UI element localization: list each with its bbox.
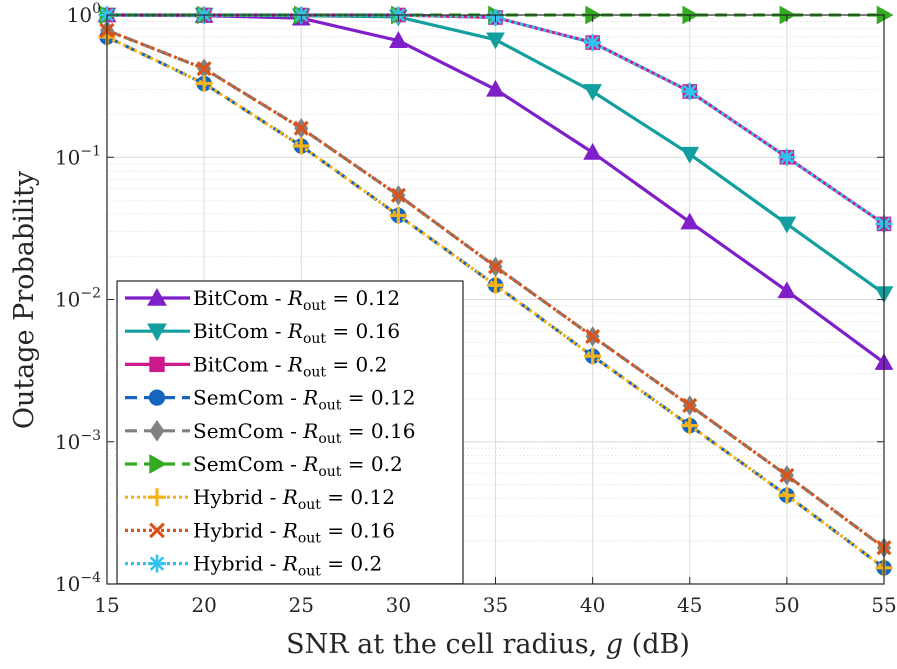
x-tick-label: 25: [289, 593, 314, 617]
y-axis-label: Outage Probability: [9, 170, 40, 429]
x-tick-label: 45: [677, 593, 702, 617]
legend-label: BitCom - Rout = 0.2: [193, 352, 387, 380]
legend-label: Hybrid - Rout = 0.12: [193, 485, 395, 513]
legend-label: Hybrid - Rout = 0.16: [193, 518, 395, 546]
legend-label: BitCom - Rout = 0.16: [193, 319, 400, 347]
data-point: [778, 486, 796, 504]
axes: 15 20 25 30 35 40 45 50 55 10−4 10−3 10−2 10−1 100: [55, 1, 897, 617]
data-point: [777, 281, 797, 299]
data-point: [681, 417, 699, 435]
y-tick-label: 10−2: [55, 286, 101, 312]
legend-marker: [148, 488, 166, 507]
legend-entry: SemCom - Rout = 0.2: [125, 452, 403, 480]
x-tick-label: 40: [580, 593, 605, 617]
legend-label: SemCom - Rout = 0.2: [193, 452, 403, 480]
legend-label: SemCom - Rout = 0.16: [193, 419, 415, 447]
legend-entry: Hybrid - Rout = 0.2: [125, 552, 382, 580]
legend-marker: [149, 356, 165, 373]
data-point: [487, 276, 504, 294]
data-point: [390, 187, 406, 203]
x-tick-label: 15: [94, 593, 119, 617]
legend-label: BitCom - Rout = 0.12: [193, 286, 400, 314]
data-point: [196, 61, 212, 77]
legend-marker: [147, 287, 167, 306]
legend-entry: SemCom - Rout = 0.12: [125, 386, 415, 414]
y-tick-label: 10−1: [55, 143, 101, 169]
x-tick-label: 20: [191, 593, 216, 617]
legend-marker: [149, 522, 165, 539]
data-point: [680, 146, 700, 164]
data-point: [680, 212, 700, 230]
legend-marker: [148, 554, 166, 573]
legend-entry: SemCom - Rout = 0.16: [125, 419, 415, 447]
y-tick-label: 10−3: [55, 428, 101, 454]
x-tick-label: 30: [386, 593, 411, 617]
data-point: [389, 206, 407, 224]
data-point: [584, 34, 602, 52]
data-point: [778, 148, 796, 166]
legend-label: SemCom - Rout = 0.12: [193, 386, 415, 414]
legend: BitCom - Rout = 0.12 BitCom - Rout = 0.16…: [116, 280, 464, 585]
legend-entry: BitCom - Rout = 0.2: [125, 352, 387, 380]
legend-marker: [147, 323, 167, 342]
legend-entry: Hybrid - Rout = 0.12: [125, 485, 395, 513]
y-tick-label: 100: [67, 1, 101, 27]
data-point: [292, 137, 310, 155]
data-point: [195, 74, 213, 92]
data-point: [584, 347, 602, 365]
legend-marker: [149, 454, 168, 474]
data-point: [777, 216, 797, 234]
legend-marker: [148, 389, 166, 406]
data-point: [681, 82, 699, 100]
legend-label: Hybrid - Rout = 0.2: [193, 552, 382, 580]
data-point: [585, 328, 601, 344]
legend-marker: [149, 420, 165, 442]
data-point: [583, 142, 602, 160]
data-point: [487, 259, 504, 275]
x-tick-label: 50: [774, 593, 799, 617]
data-point: [583, 84, 602, 102]
data-point: [293, 120, 309, 136]
legend-entry: BitCom - Rout = 0.16: [125, 319, 400, 347]
data-point: [486, 79, 505, 97]
data-point: [779, 467, 795, 483]
legend-entry: BitCom - Rout = 0.12: [125, 286, 400, 314]
data-point: [389, 31, 408, 48]
x-axis-label: SNR at the cell radius, g (dB): [286, 629, 690, 660]
legend-entry: Hybrid - Rout = 0.16: [125, 518, 395, 546]
x-tick-label: 55: [871, 593, 896, 617]
data-point: [682, 397, 698, 413]
data-point: [486, 32, 505, 50]
x-tick-label: 35: [483, 593, 508, 617]
y-tick-label: 10−4: [55, 570, 101, 596]
